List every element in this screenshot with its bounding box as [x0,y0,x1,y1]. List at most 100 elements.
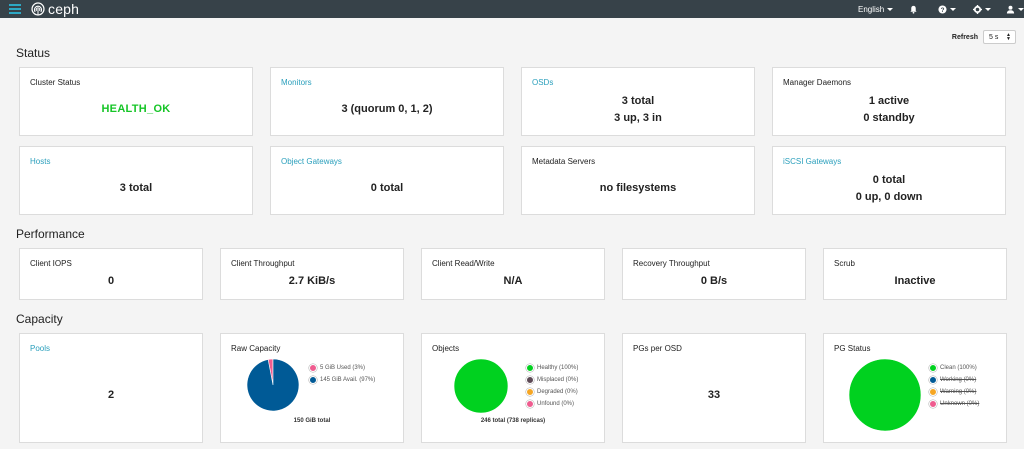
legend-color-swatch [526,400,534,408]
client-read-write-value: N/A [503,275,523,287]
raw-capacity-legend: 5 GiB Used (3%) 145 GiB Avail. (97%) [309,362,375,386]
manager-active: 1 active [868,95,910,107]
iscsi-gateways-card: iSCSI Gateways 0 total 0 up, 0 down [772,146,1006,215]
osds-card: OSDs 3 total 3 up, 3 in [521,67,755,136]
language-dropdown[interactable]: English [858,0,894,18]
section-title-status: Status [16,46,51,60]
hosts-card: Hosts 3 total [19,146,253,215]
monitors-value: 3 (quorum 0, 1, 2) [341,103,433,115]
osds-value: 3 total 3 up, 3 in [522,93,754,127]
scrub-value: Inactive [894,275,936,287]
pools-card: Pools 2 [19,333,203,443]
card-title: Objects [432,344,460,353]
object-gateways-link[interactable]: Object Gateways [281,157,342,166]
iscsi-up-down: 0 up, 0 down [855,191,923,203]
pie-slice-healthy-100[interactable] [453,358,509,414]
monitors-link[interactable]: Monitors [281,78,312,87]
legend-item[interactable]: Working (0%) [929,374,979,386]
legend-color-swatch [526,388,534,396]
gear-icon [973,4,982,14]
iscsi-total: 0 total [872,174,906,186]
legend-label: 5 GiB Used (3%) [320,365,366,371]
objects-card: Objects Healthy (100%) Misplaced (0%) Degr… [421,333,605,443]
recovery-throughput-value: 0 B/s [700,275,728,287]
scrub-card: Scrub Inactive [823,248,1007,300]
settings-dropdown[interactable] [973,0,991,18]
pgs-per-osd-value: 33 [707,389,721,401]
recovery-throughput-card: Recovery Throughput 0 B/s [622,248,806,300]
legend-color-swatch [929,364,937,372]
notifications-button[interactable] [909,0,918,18]
card-title: Client Read/Write [432,259,495,268]
object-gateways-card: Object Gateways 0 total [270,146,504,215]
monitors-card: Monitors 3 (quorum 0, 1, 2) [270,67,504,136]
legend-color-swatch [929,376,937,384]
pie-slice-clean-100[interactable] [848,358,922,432]
chevron-down-icon [950,7,956,11]
legend-item[interactable]: Unknown (0%) [929,398,979,410]
language-label: English [858,4,885,14]
legend-color-swatch [929,400,937,408]
osds-link[interactable]: OSDs [532,78,554,87]
object-gateways-value: 0 total [370,182,404,194]
legend-label: Warning (0%) [940,389,977,395]
client-throughput-value: 2.7 KiB/s [288,275,336,287]
svg-text:?: ? [941,6,945,13]
section-title-capacity: Capacity [16,312,63,326]
refresh-label: Refresh [951,33,978,41]
legend-label: Unfound (0%) [537,401,575,407]
top-navbar: ceph English ? [0,0,1024,18]
chevron-down-icon [985,7,991,11]
manager-standby: 0 standby [863,112,915,124]
health-status-value: HEALTH_OK [101,103,171,115]
objects-legend: Healthy (100%) Misplaced (0%) Degraded (0%… [526,362,578,410]
legend-item[interactable]: Degraded (0%) [526,386,578,398]
osds-total: 3 total [621,95,655,107]
legend-item[interactable]: Clean (100%) [929,362,979,374]
card-title: Scrub [834,259,855,268]
pgs-per-osd-card: PGs per OSD 33 [622,333,806,443]
iscsi-gateways-link[interactable]: iSCSI Gateways [783,157,842,166]
manager-daemons-card: Manager Daemons 1 active 0 standby [772,67,1006,136]
legend-item[interactable]: 5 GiB Used (3%) [309,362,375,374]
legend-label: Clean (100%) [940,365,977,371]
menu-icon[interactable] [9,4,21,14]
legend-label: Degraded (0%) [537,389,578,395]
user-dropdown[interactable] [1006,0,1024,18]
legend-color-swatch [526,364,534,372]
legend-label: Unknown (0%) [940,401,980,407]
card-title: Metadata Servers [532,157,596,166]
raw-capacity-pie-chart [246,358,300,412]
card-title: PG Status [834,344,871,353]
legend-color-swatch [526,376,534,384]
client-throughput-card: Client Throughput 2.7 KiB/s [220,248,404,300]
metadata-servers-value: no filesystems [599,182,677,194]
raw-capacity-card: Raw Capacity 5 GiB Used (3%) 145 GiB Avai… [220,333,404,443]
legend-item[interactable]: Healthy (100%) [526,362,578,374]
client-iops-value: 0 [107,275,115,287]
objects-total: 246 total (738 replicas) [480,418,546,424]
chevron-down-icon [887,7,894,11]
select-arrows-icon: ▲ ▼ [1006,32,1011,42]
section-title-performance: Performance [16,227,85,241]
manager-value: 1 active 0 standby [773,93,1005,127]
pg-status-card: PG Status Clean (100%) Working (0%) Warnin… [823,333,1007,443]
pie-slice-145-gib-avail-97[interactable] [246,358,300,412]
card-title: Client IOPS [30,259,72,268]
hosts-value: 3 total [119,182,153,194]
help-dropdown[interactable]: ? [938,0,956,18]
legend-item[interactable]: Unfound (0%) [526,398,578,410]
pools-link[interactable]: Pools [30,344,51,353]
client-read-write-card: Client Read/Write N/A [421,248,605,300]
refresh-interval-value: 5 s [989,33,999,41]
legend-item[interactable]: Misplaced (0%) [526,374,578,386]
legend-item[interactable]: Warning (0%) [929,386,979,398]
card-title: Manager Daemons [783,78,852,87]
raw-capacity-total: 150 GiB total [293,418,331,424]
brand-link[interactable]: ceph [31,1,79,17]
hosts-link[interactable]: Hosts [30,157,51,166]
card-title: Recovery Throughput [633,259,710,268]
refresh-interval-select[interactable]: 5 s ▲ ▼ [983,30,1016,44]
legend-item[interactable]: 145 GiB Avail. (97%) [309,374,375,386]
user-icon [1006,5,1015,14]
